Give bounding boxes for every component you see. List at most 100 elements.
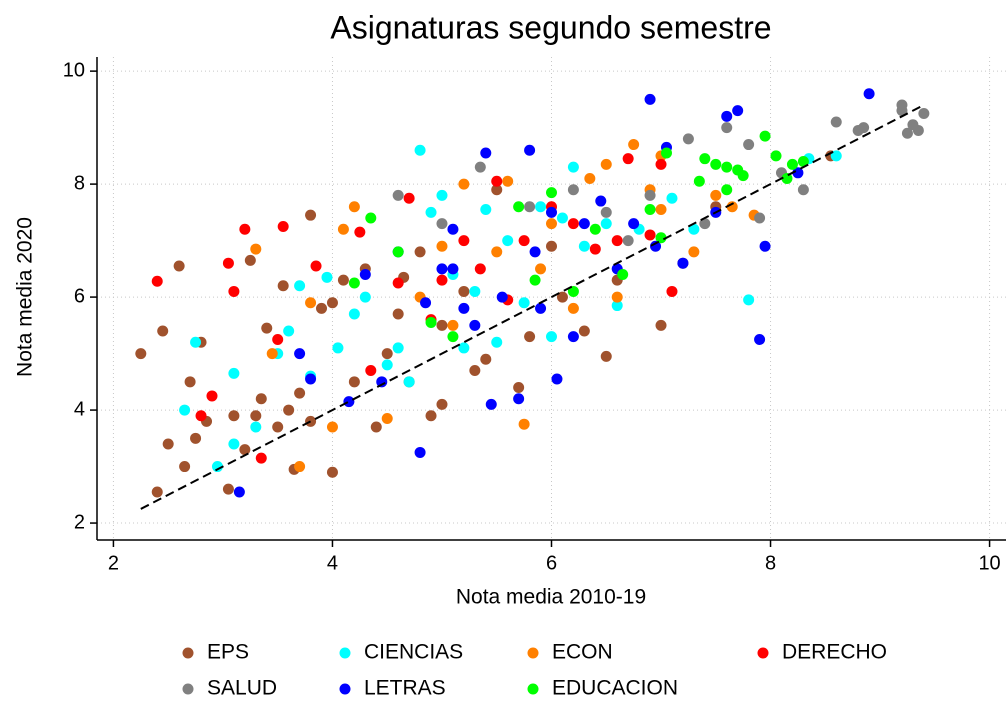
point — [699, 218, 711, 230]
point — [228, 438, 240, 450]
legend-marker — [182, 683, 194, 695]
point — [151, 486, 163, 498]
point — [348, 277, 360, 289]
point — [770, 150, 782, 162]
y-tick-label: 4 — [74, 398, 85, 420]
legend-label: CIENCIAS — [364, 641, 463, 664]
point — [162, 438, 174, 450]
point — [233, 486, 245, 498]
point — [567, 285, 579, 297]
point — [211, 461, 223, 473]
legend-label: SALUD — [207, 677, 277, 700]
point — [305, 297, 317, 309]
point — [622, 153, 634, 165]
reference-line — [140, 104, 925, 510]
point — [896, 99, 908, 111]
point — [316, 302, 328, 314]
point — [337, 223, 349, 235]
point — [135, 348, 147, 360]
point — [710, 189, 722, 201]
point — [436, 263, 448, 275]
legend-label: DERECHO — [782, 641, 887, 664]
point — [348, 308, 360, 320]
point — [655, 232, 667, 244]
point — [277, 220, 289, 232]
point — [830, 150, 842, 162]
point — [272, 421, 284, 433]
point — [546, 331, 557, 343]
y-axis-label: Nota media 2020 — [14, 217, 37, 377]
legend-marker — [339, 647, 351, 659]
point — [611, 300, 623, 312]
point — [458, 302, 470, 314]
point — [677, 257, 689, 269]
point — [688, 246, 700, 258]
point — [628, 218, 640, 230]
point — [403, 192, 415, 204]
point — [425, 317, 437, 329]
point — [359, 291, 371, 303]
point — [655, 319, 667, 331]
point — [294, 280, 306, 292]
point — [529, 246, 541, 258]
point — [436, 218, 448, 230]
point — [310, 260, 322, 272]
point — [244, 254, 256, 266]
point — [458, 342, 470, 354]
point — [660, 147, 672, 159]
point — [699, 153, 711, 165]
point — [228, 367, 240, 379]
point — [332, 342, 344, 354]
point — [502, 235, 514, 247]
point — [655, 204, 667, 216]
point — [436, 398, 448, 410]
point — [458, 235, 470, 247]
point — [628, 139, 640, 151]
point — [157, 325, 169, 337]
point — [737, 170, 749, 182]
point — [222, 483, 234, 495]
point — [524, 201, 536, 213]
point — [392, 308, 404, 320]
point — [721, 184, 733, 196]
point — [600, 218, 612, 230]
point — [414, 144, 426, 156]
point — [381, 359, 393, 371]
point — [250, 410, 262, 422]
point — [901, 127, 913, 139]
point — [578, 325, 590, 337]
point — [650, 240, 662, 252]
legend-marker — [527, 683, 539, 695]
point — [518, 235, 530, 247]
point — [239, 444, 251, 456]
point — [546, 206, 557, 218]
point — [354, 226, 366, 238]
point — [294, 348, 306, 360]
point — [546, 240, 557, 252]
point — [381, 413, 393, 425]
point — [551, 373, 563, 385]
point — [754, 333, 766, 345]
point — [556, 291, 568, 303]
x-tick-label: 10 — [978, 552, 1000, 574]
point — [305, 415, 317, 427]
point — [425, 410, 437, 422]
point — [348, 376, 360, 388]
point — [491, 336, 503, 348]
point — [518, 297, 530, 309]
chart-title: Asignaturas segundo semestre — [330, 9, 771, 45]
point — [535, 201, 547, 213]
point — [567, 218, 579, 230]
point — [513, 381, 525, 393]
point — [414, 446, 426, 458]
point — [458, 178, 470, 190]
point — [179, 404, 191, 416]
legend-label: EPS — [207, 641, 249, 664]
point — [589, 223, 601, 235]
point — [272, 333, 284, 345]
point — [912, 124, 924, 136]
point — [485, 398, 497, 410]
point — [261, 322, 273, 334]
point — [326, 297, 338, 309]
